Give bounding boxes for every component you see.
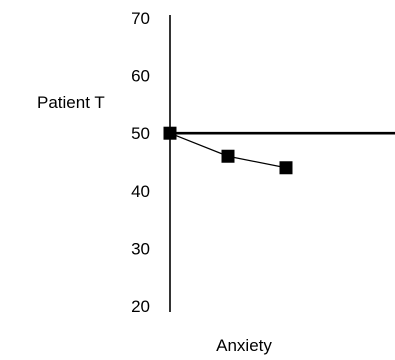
- y-tick-label: 50: [131, 124, 150, 143]
- data-point-marker: [163, 126, 177, 140]
- x-axis-label: Anxiety: [216, 336, 272, 355]
- y-tick-label: 30: [131, 239, 150, 258]
- y-tick-label: 40: [131, 182, 150, 201]
- y-tick-label: 20: [131, 297, 150, 316]
- y-tick-label: 60: [131, 67, 150, 86]
- data-point-marker: [221, 149, 235, 163]
- data-point-marker: [279, 161, 293, 175]
- y-axis-label: Patient T: [37, 93, 105, 112]
- y-tick-label: 70: [131, 9, 150, 28]
